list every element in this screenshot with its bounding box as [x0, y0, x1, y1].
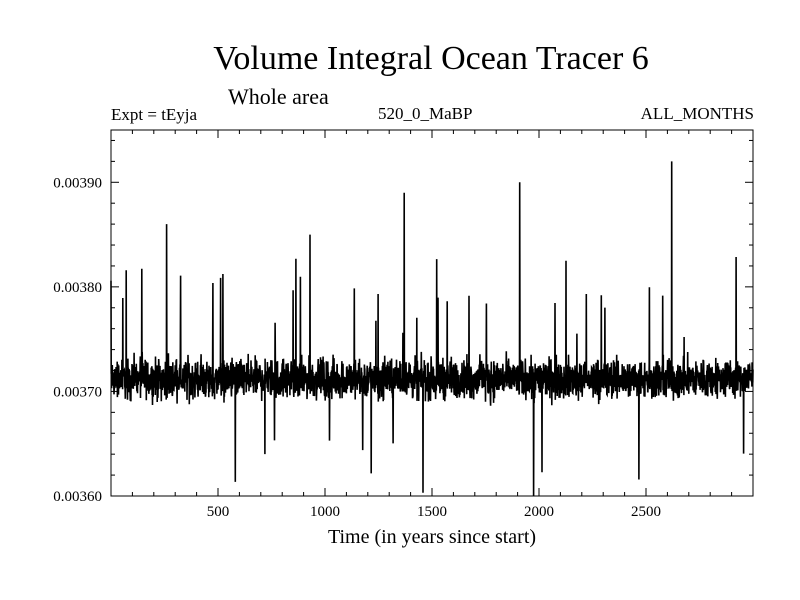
experiment-annotation: Expt = tEyja	[111, 105, 198, 124]
x-tick-label: 1000	[310, 504, 340, 520]
y-tick-label: 0.00380	[53, 280, 102, 296]
x-tick-label: 500	[207, 504, 230, 520]
run-annotation: 520_0_MaBP	[378, 104, 473, 123]
chart-title: Volume Integral Ocean Tracer 6	[213, 40, 649, 77]
plot-frame	[110, 129, 754, 497]
months-annotation: ALL_MONTHS	[640, 104, 754, 123]
tick-labels: 500 1000 1500 2000 2500 0.00360 0.00370 0.00380…	[53, 175, 661, 520]
series-layer	[110, 161, 754, 496]
y-tick-label: 0.00360	[53, 489, 102, 505]
x-tick-label: 2000	[524, 504, 554, 520]
y-tick-label: 0.00390	[53, 175, 102, 191]
x-tick-label: 2500	[631, 504, 661, 520]
x-tick-label: 1500	[417, 504, 447, 520]
axis-ticks	[111, 130, 753, 497]
series-line	[110, 161, 754, 496]
y-tick-label: 0.00370	[53, 384, 102, 400]
chart-subtitle: Whole area	[228, 84, 329, 109]
x-axis-label: Time (in years since start)	[327, 526, 537, 548]
